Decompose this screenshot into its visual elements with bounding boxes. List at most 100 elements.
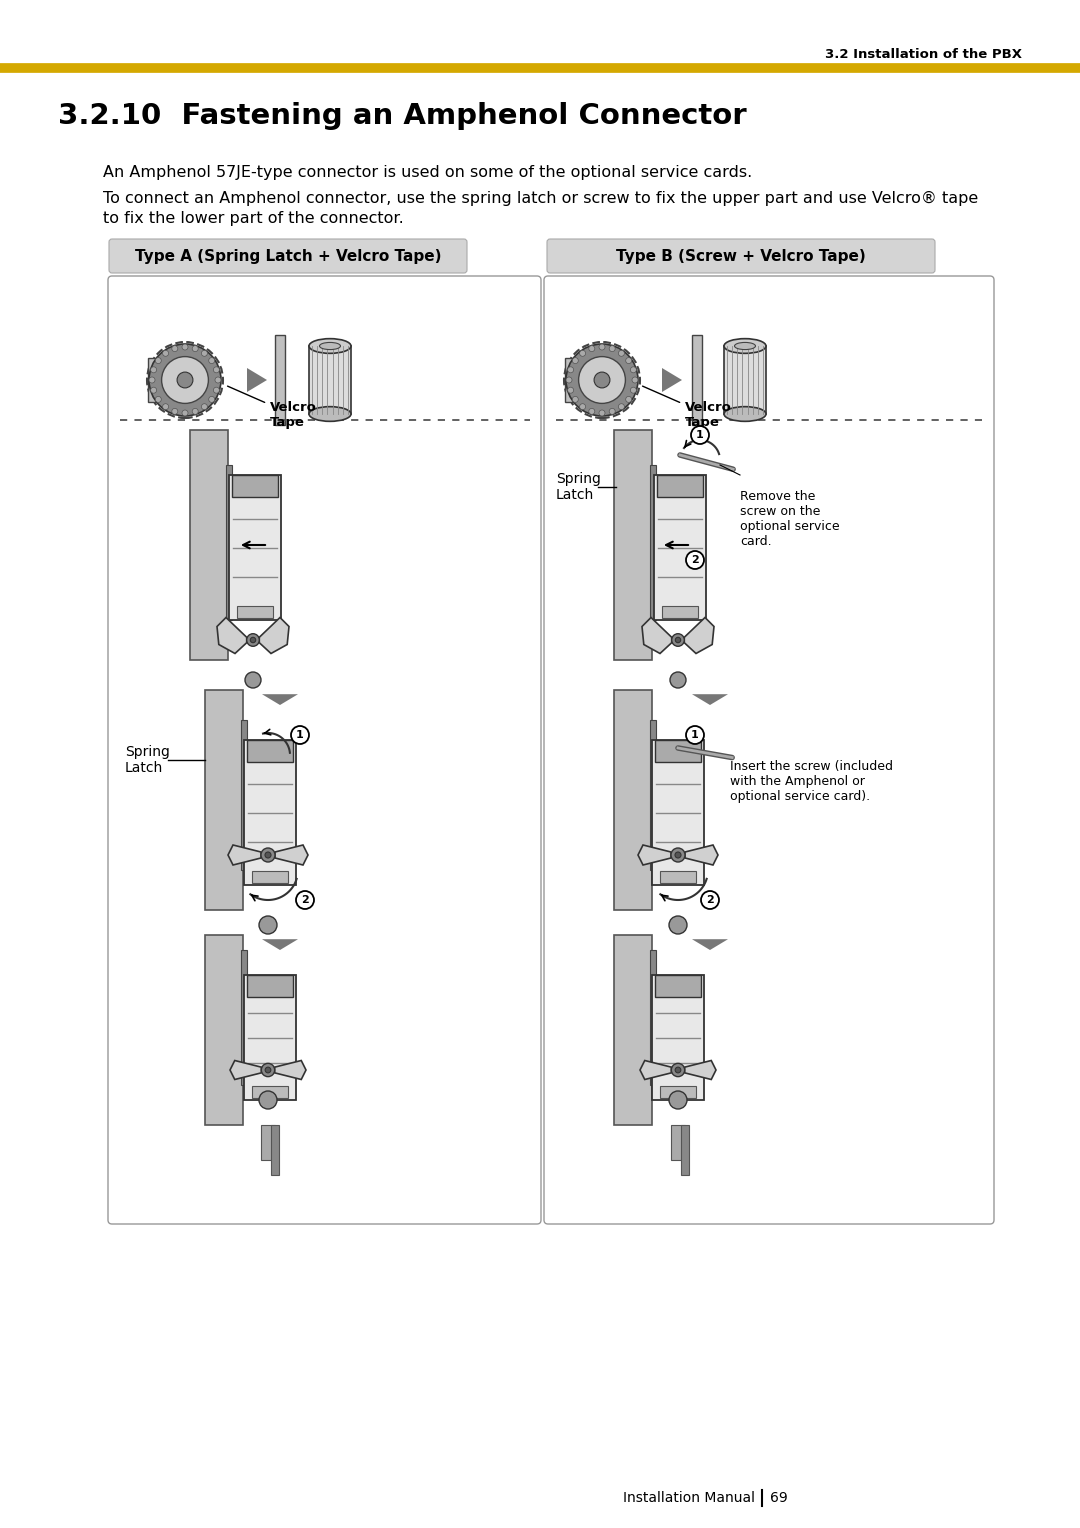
Circle shape (609, 408, 616, 414)
Circle shape (246, 634, 259, 646)
Circle shape (631, 367, 636, 373)
Polygon shape (217, 617, 246, 654)
Ellipse shape (309, 339, 351, 353)
Ellipse shape (320, 342, 340, 350)
Text: An Amphenol 57JE-type connector is used on some of the optional service cards.: An Amphenol 57JE-type connector is used … (103, 165, 753, 180)
Circle shape (568, 367, 573, 373)
Circle shape (572, 396, 578, 402)
Text: Insert the screw (included
with the Amphenol or
optional service card).: Insert the screw (included with the Amph… (730, 759, 893, 804)
Bar (244, 975, 296, 1100)
Bar (226, 465, 232, 620)
Circle shape (599, 344, 605, 350)
Circle shape (245, 672, 261, 688)
Bar (261, 1125, 275, 1160)
Circle shape (631, 387, 636, 393)
Text: 2: 2 (691, 555, 699, 565)
Circle shape (669, 915, 687, 934)
Polygon shape (638, 845, 671, 865)
Text: 1: 1 (691, 730, 699, 740)
Ellipse shape (309, 406, 351, 422)
Text: 69: 69 (770, 1491, 787, 1505)
Text: Remove the
screw on the
optional service
card.: Remove the screw on the optional service… (740, 490, 839, 549)
Circle shape (208, 358, 215, 364)
Circle shape (566, 377, 572, 384)
Bar (652, 975, 704, 1100)
Polygon shape (685, 845, 718, 865)
Bar (190, 429, 228, 660)
Circle shape (566, 344, 638, 416)
Circle shape (214, 367, 219, 373)
FancyBboxPatch shape (109, 238, 467, 274)
Bar (654, 975, 701, 996)
Circle shape (177, 373, 193, 388)
Circle shape (291, 726, 309, 744)
Ellipse shape (724, 406, 766, 422)
Circle shape (672, 1063, 685, 1077)
Circle shape (691, 426, 708, 445)
Circle shape (675, 1067, 680, 1073)
Circle shape (589, 345, 595, 351)
Circle shape (149, 377, 156, 384)
Bar (660, 1086, 696, 1099)
Circle shape (701, 891, 719, 909)
Circle shape (599, 410, 605, 416)
Bar (241, 950, 247, 1085)
Circle shape (619, 350, 624, 356)
Bar (654, 475, 706, 620)
Circle shape (251, 637, 256, 643)
Bar (148, 358, 168, 402)
Circle shape (192, 408, 199, 414)
Circle shape (261, 848, 275, 862)
Bar (657, 475, 703, 497)
Circle shape (215, 377, 221, 384)
Circle shape (589, 408, 595, 414)
Bar (615, 429, 652, 660)
Polygon shape (685, 617, 714, 654)
FancyBboxPatch shape (544, 277, 994, 1224)
Circle shape (201, 403, 207, 410)
Circle shape (609, 345, 616, 351)
Bar (205, 691, 243, 911)
Circle shape (672, 634, 685, 646)
Text: 3.2.10  Fastening an Amphenol Connector: 3.2.10 Fastening an Amphenol Connector (58, 102, 746, 130)
Circle shape (162, 356, 208, 403)
Circle shape (671, 848, 685, 862)
Bar (692, 335, 702, 425)
Bar (660, 871, 696, 883)
Circle shape (579, 356, 625, 403)
Polygon shape (275, 845, 308, 865)
Ellipse shape (724, 339, 766, 353)
Circle shape (208, 396, 215, 402)
Text: 2: 2 (301, 895, 309, 905)
Circle shape (163, 350, 168, 356)
Bar (275, 335, 285, 425)
Circle shape (625, 396, 632, 402)
Circle shape (580, 403, 585, 410)
FancyBboxPatch shape (546, 238, 935, 274)
Bar (247, 975, 293, 996)
Circle shape (214, 387, 219, 393)
Circle shape (172, 408, 178, 414)
Polygon shape (274, 1060, 306, 1079)
Circle shape (183, 410, 188, 416)
Bar (650, 720, 656, 869)
Text: Installation Manual: Installation Manual (623, 1491, 755, 1505)
Bar (241, 720, 247, 869)
Text: To connect an Amphenol connector, use the spring latch or screw to fix the upper: To connect an Amphenol connector, use th… (103, 191, 978, 205)
Circle shape (296, 891, 314, 909)
Text: 1: 1 (296, 730, 303, 740)
Circle shape (580, 350, 585, 356)
Polygon shape (685, 1060, 716, 1079)
Text: Spring
Latch: Spring Latch (556, 472, 600, 503)
Polygon shape (247, 368, 267, 393)
Circle shape (670, 672, 686, 688)
Text: Spring
Latch: Spring Latch (125, 744, 170, 775)
Circle shape (172, 345, 178, 351)
Bar (615, 935, 652, 1125)
Circle shape (201, 350, 207, 356)
Circle shape (686, 726, 704, 744)
Bar (662, 607, 698, 617)
Bar (650, 465, 656, 620)
Bar (271, 1125, 279, 1175)
Circle shape (150, 367, 157, 373)
